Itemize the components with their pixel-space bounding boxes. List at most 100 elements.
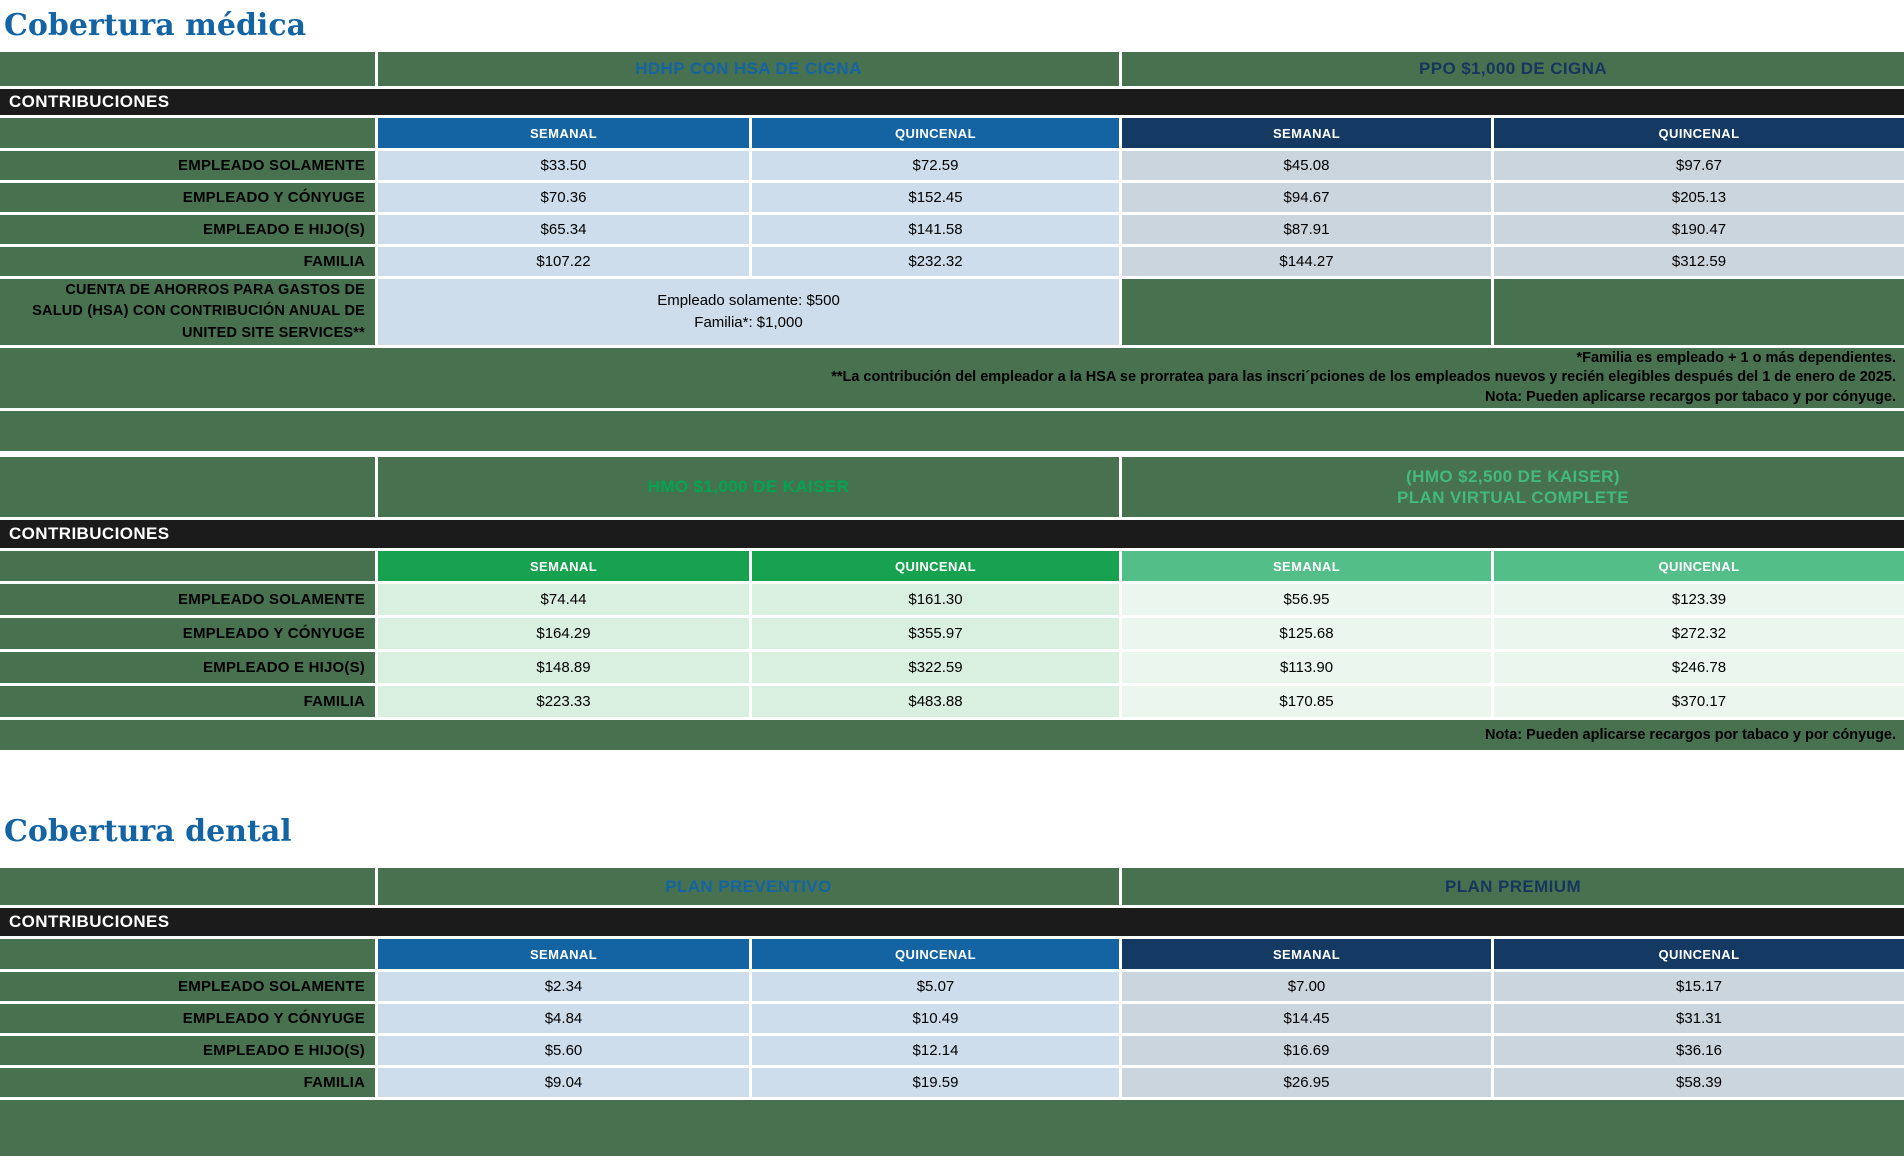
kaiser-subheader-corner-cell — [0, 551, 375, 581]
kaiser-contributions-bar: CONTRIBUCIONES — [0, 520, 1904, 548]
medical-plan-header-hdhp: HDHP CON HSA DE CIGNA — [378, 52, 1119, 86]
green-spacer-band — [0, 411, 1904, 451]
value-cell: $74.44 — [378, 584, 749, 615]
row-label: EMPLEADO E HIJO(S) — [0, 1036, 375, 1065]
value-cell: $56.95 — [1122, 584, 1491, 615]
value-cell: $164.29 — [378, 618, 749, 649]
value-cell: $65.34 — [378, 215, 749, 244]
kaiser-plan2-line1: (HMO $2,500 DE KAISER) — [1406, 466, 1620, 486]
value-cell: $205.13 — [1494, 183, 1904, 212]
value-cell: $125.68 — [1122, 618, 1491, 649]
value-cell: $15.17 — [1494, 972, 1904, 1001]
medical-subheader-corner-cell — [0, 118, 375, 148]
hsa-row-label: CUENTA DE AHORROS PARA GASTOS DE SALUD (… — [0, 279, 375, 345]
medical-table: HDHP CON HSA DE CIGNA PPO $1,000 DE CIGN… — [0, 52, 1904, 451]
value-cell: $148.89 — [378, 652, 749, 683]
dental-col-header-semanal-2: SEMANAL — [1122, 939, 1491, 969]
kaiser-plan-header-virtual: (HMO $2,500 DE KAISER) PLAN VIRTUAL COMP… — [1122, 457, 1904, 517]
value-cell: $113.90 — [1122, 652, 1491, 683]
row-label: EMPLEADO SOLAMENTE — [0, 151, 375, 180]
value-cell: $312.59 — [1494, 247, 1904, 276]
value-cell: $322.59 — [752, 652, 1119, 683]
bottom-green-band — [0, 1100, 1904, 1156]
hsa-contribution-line2: Familia*: $1,000 — [694, 314, 803, 331]
value-cell: $12.14 — [752, 1036, 1119, 1065]
footnote-line: **La contribución del empleador a la HSA… — [831, 369, 1896, 386]
value-cell: $232.32 — [752, 247, 1119, 276]
value-cell: $19.59 — [752, 1068, 1119, 1097]
value-cell: $5.60 — [378, 1036, 749, 1065]
kaiser-header-corner-cell — [0, 457, 375, 517]
medical-footnotes: *Familia es empleado + 1 o más dependien… — [0, 348, 1904, 408]
value-cell: $97.67 — [1494, 151, 1904, 180]
dental-plan-header-premium: PLAN PREMIUM — [1122, 868, 1904, 905]
value-cell: $123.39 — [1494, 584, 1904, 615]
value-cell: $87.91 — [1122, 215, 1491, 244]
kaiser-col-header-semanal-1: SEMANAL — [378, 551, 749, 581]
medical-plan-header-ppo: PPO $1,000 DE CIGNA — [1122, 52, 1904, 86]
row-label: EMPLEADO Y CÓNYUGE — [0, 183, 375, 212]
dental-header-corner-cell — [0, 868, 375, 905]
kaiser-col-header-quincenal-1: QUINCENAL — [752, 551, 1119, 581]
kaiser-plan2-line2: PLAN VIRTUAL COMPLETE — [1397, 488, 1629, 507]
kaiser-plan-header-hmo1000: HMO $1,000 DE KAISER — [378, 457, 1119, 517]
value-cell: $14.45 — [1122, 1004, 1491, 1033]
value-cell: $4.84 — [378, 1004, 749, 1033]
hsa-empty-cell — [1494, 279, 1904, 345]
dental-contributions-bar: CONTRIBUCIONES — [0, 908, 1904, 936]
value-cell: $161.30 — [752, 584, 1119, 615]
row-label: EMPLEADO SOLAMENTE — [0, 584, 375, 615]
row-label: FAMILIA — [0, 686, 375, 717]
medical-contributions-bar: CONTRIBUCIONES — [0, 89, 1904, 115]
value-cell: $7.00 — [1122, 972, 1491, 1001]
kaiser-col-header-quincenal-2: QUINCENAL — [1494, 551, 1904, 581]
value-cell: $33.50 — [378, 151, 749, 180]
kaiser-footnote: Nota: Pueden aplicarse recargos por taba… — [0, 720, 1904, 750]
dental-col-header-quincenal-2: QUINCENAL — [1494, 939, 1904, 969]
value-cell: $141.58 — [752, 215, 1119, 244]
dental-table: PLAN PREVENTIVO PLAN PREMIUM CONTRIBUCIO… — [0, 868, 1904, 1156]
value-cell: $36.16 — [1494, 1036, 1904, 1065]
value-cell: $10.49 — [752, 1004, 1119, 1033]
hsa-contribution-line1: Empleado solamente: $500 — [657, 291, 840, 309]
medical-section-title: Cobertura médica — [4, 8, 307, 43]
row-label: FAMILIA — [0, 1068, 375, 1097]
medical-col-header-semanal-1: SEMANAL — [378, 118, 749, 148]
value-cell: $272.32 — [1494, 618, 1904, 649]
value-cell: $5.07 — [752, 972, 1119, 1001]
dental-col-header-quincenal-1: QUINCENAL — [752, 939, 1119, 969]
value-cell: $70.36 — [378, 183, 749, 212]
hsa-empty-cell — [1122, 279, 1491, 345]
row-label: EMPLEADO E HIJO(S) — [0, 652, 375, 683]
value-cell: $94.67 — [1122, 183, 1491, 212]
value-cell: $483.88 — [752, 686, 1119, 717]
value-cell: $152.45 — [752, 183, 1119, 212]
dental-col-header-semanal-1: SEMANAL — [378, 939, 749, 969]
value-cell: $107.22 — [378, 247, 749, 276]
value-cell: $26.95 — [1122, 1068, 1491, 1097]
value-cell: $190.47 — [1494, 215, 1904, 244]
value-cell: $16.69 — [1122, 1036, 1491, 1065]
value-cell: $31.31 — [1494, 1004, 1904, 1033]
medical-header-corner-cell — [0, 52, 375, 86]
value-cell: $58.39 — [1494, 1068, 1904, 1097]
row-label: EMPLEADO E HIJO(S) — [0, 215, 375, 244]
medical-col-header-quincenal-2: QUINCENAL — [1494, 118, 1904, 148]
footnote-line: *Familia es empleado + 1 o más dependien… — [1576, 350, 1896, 367]
medical-col-header-quincenal-1: QUINCENAL — [752, 118, 1119, 148]
dental-section-title: Cobertura dental — [4, 814, 292, 849]
hsa-contribution-cell: Empleado solamente: $500 Familia*: $1,00… — [378, 279, 1119, 345]
row-label: FAMILIA — [0, 247, 375, 276]
value-cell: $144.27 — [1122, 247, 1491, 276]
value-cell: $2.34 — [378, 972, 749, 1001]
value-cell: $45.08 — [1122, 151, 1491, 180]
row-label: EMPLEADO SOLAMENTE — [0, 972, 375, 1001]
value-cell: $9.04 — [378, 1068, 749, 1097]
medical-col-header-semanal-2: SEMANAL — [1122, 118, 1491, 148]
value-cell: $355.97 — [752, 618, 1119, 649]
row-label: EMPLEADO Y CÓNYUGE — [0, 618, 375, 649]
value-cell: $170.85 — [1122, 686, 1491, 717]
kaiser-table: HMO $1,000 DE KAISER (HMO $2,500 DE KAIS… — [0, 457, 1904, 750]
row-label: EMPLEADO Y CÓNYUGE — [0, 1004, 375, 1033]
value-cell: $223.33 — [378, 686, 749, 717]
